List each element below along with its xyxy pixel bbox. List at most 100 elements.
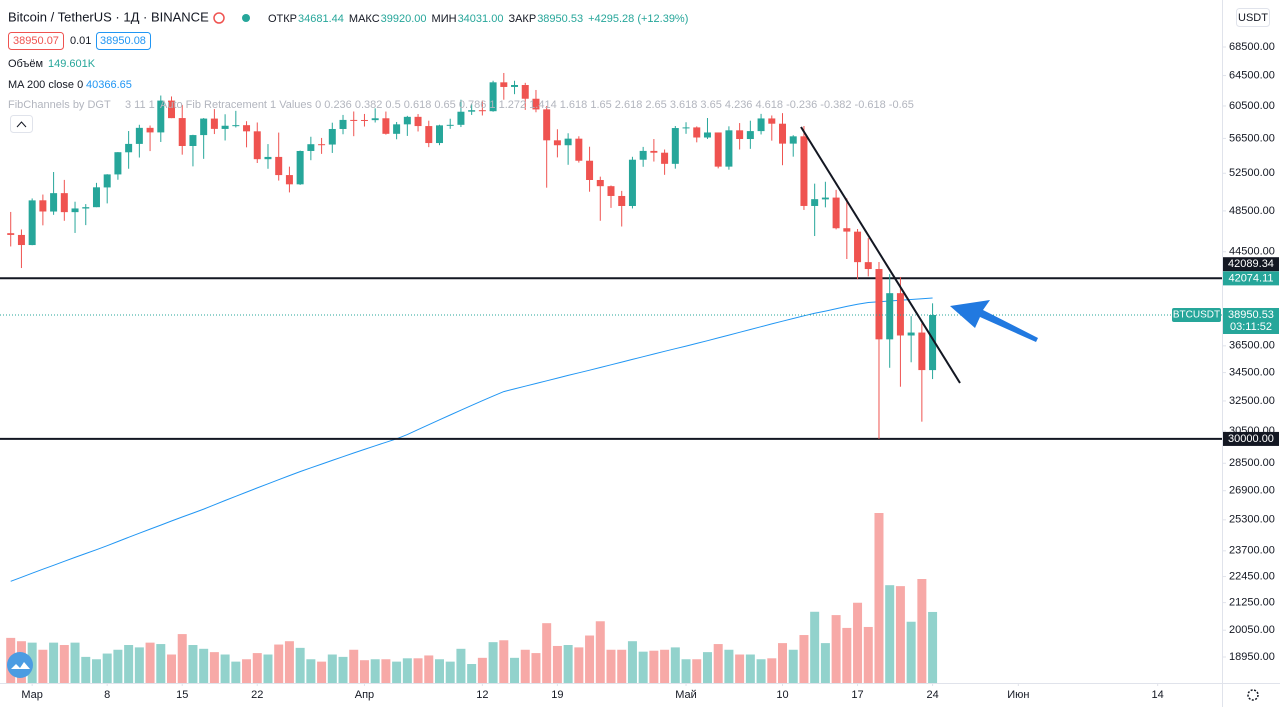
ohlc-value: 38950.53 <box>537 13 583 25</box>
y-tick-label: 44500.00 <box>1229 246 1275 258</box>
ask-box[interactable] <box>96 32 151 50</box>
settings[interactable] <box>1247 689 1259 701</box>
y-tick-label: 22450.00 <box>1229 570 1275 582</box>
price-box-label: 30000.00 <box>1228 433 1274 445</box>
candle-body <box>800 136 808 206</box>
price-box <box>1223 257 1279 272</box>
x-tick-label: 15 <box>176 689 188 701</box>
volume-bar <box>242 659 252 683</box>
currency-box[interactable] <box>1236 8 1270 27</box>
candle-body <box>478 110 486 112</box>
bid-box[interactable] <box>8 32 64 50</box>
ohlc-label: МИН <box>432 13 457 25</box>
volume-bar <box>552 645 562 683</box>
candle-body <box>403 116 411 125</box>
study-legend: Auto Fib Retracement 1 Values 0 0.236 0.… <box>160 99 914 111</box>
icon <box>16 121 27 128</box>
x-tick-label: Июн <box>1007 689 1029 701</box>
x-tick-label: 14 <box>1152 689 1164 701</box>
icon[interactable] <box>213 12 225 24</box>
candle-body <box>7 233 15 235</box>
study-legend: 3 11 1 <box>125 99 155 111</box>
volume-value: 149.601K <box>48 58 96 70</box>
candle-body <box>328 128 336 145</box>
collapse-button[interactable] <box>10 115 33 133</box>
candle-body <box>618 195 626 206</box>
ohlc-label: МАКС <box>349 13 380 25</box>
volume-bar <box>381 659 391 683</box>
volume-bar <box>520 649 530 683</box>
last-price: 38950.53 <box>1228 309 1274 321</box>
candle-body <box>575 138 583 161</box>
ticker: BTCUSDT <box>1173 310 1220 321</box>
volume-bar <box>413 658 423 683</box>
candle-body <box>650 150 658 153</box>
volume-bar <box>38 649 48 683</box>
volume-bar <box>338 656 348 683</box>
candle-body <box>607 186 615 196</box>
candle-body <box>82 207 90 209</box>
candle-body <box>253 131 261 160</box>
volume-bar <box>252 653 262 683</box>
candle-body <box>725 130 733 167</box>
candle-body <box>661 152 669 164</box>
x-tick-label: 8 <box>104 689 110 701</box>
volume-bar <box>563 645 573 683</box>
volume-bar <box>231 661 241 683</box>
volume-bar <box>220 654 230 683</box>
volume-bar <box>617 649 627 683</box>
x-tick-label: Апр <box>355 689 374 701</box>
volume-bar <box>295 647 305 683</box>
ohlc-value: 34031.00 <box>458 13 504 25</box>
study-legend: FibChannels by DGT <box>8 99 111 111</box>
ohlc-value: 34681.44 <box>298 13 344 25</box>
price-box-label: 42074.11 <box>1228 272 1273 284</box>
volume-bar <box>124 645 134 683</box>
candle-body <box>285 175 293 185</box>
ma-legend: MA 200 close 0 <box>8 79 83 91</box>
candle-body <box>468 110 476 112</box>
volume-bar <box>863 626 873 683</box>
y-tick-label: 26900.00 <box>1229 485 1275 497</box>
volume-bar <box>542 623 552 683</box>
price-box <box>1223 271 1279 286</box>
candle-body <box>243 125 251 132</box>
y-tick-label: 21250.00 <box>1229 597 1275 609</box>
candle-body <box>39 200 47 212</box>
volume-bar <box>370 659 380 683</box>
icon[interactable] <box>242 14 250 22</box>
volume-bar <box>488 642 498 683</box>
ma-line <box>10 297 933 582</box>
volume-bar <box>799 635 809 683</box>
volume-bar <box>102 653 112 683</box>
ohlc-label: ЗАКР <box>508 13 536 25</box>
candle-body <box>318 144 326 146</box>
volume-bar <box>199 648 209 683</box>
volume-bar <box>510 657 520 683</box>
volume-bar <box>156 644 166 683</box>
candle-body <box>264 156 272 160</box>
y-tick-label: 68500.00 <box>1229 41 1275 53</box>
candle-body <box>50 193 58 212</box>
logo[interactable] <box>7 652 33 678</box>
volume-bar <box>167 654 177 683</box>
trend-line <box>800 126 961 384</box>
symbol: Bitcoin / TetherUS · 1Д · BINANCE <box>8 9 209 24</box>
candle-body <box>832 197 840 229</box>
candle-body <box>360 119 368 121</box>
bid: 38950.07 <box>13 35 59 47</box>
candle-body <box>768 118 776 124</box>
candle-body <box>457 111 465 125</box>
volume-bar <box>70 642 80 683</box>
candle-body <box>178 118 186 147</box>
x-tick-label: Май <box>675 689 697 701</box>
candle-body <box>564 138 572 146</box>
volume-bar <box>113 649 123 683</box>
volume-bar <box>606 649 616 683</box>
volume-bar <box>424 655 434 683</box>
candle-body <box>446 124 454 126</box>
candle-body <box>221 125 229 129</box>
volume-bar <box>402 658 412 683</box>
y-tick-label: 34500.00 <box>1229 366 1275 378</box>
